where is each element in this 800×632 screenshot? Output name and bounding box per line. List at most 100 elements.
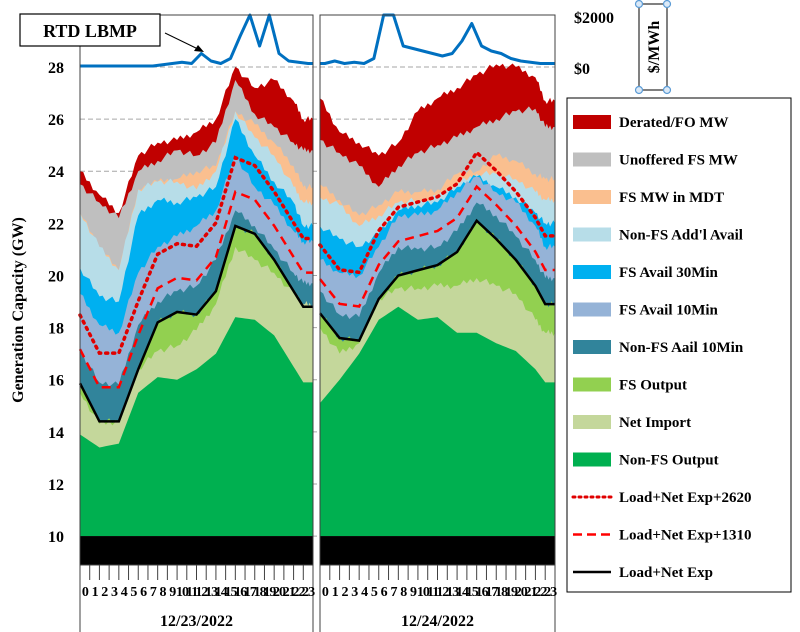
legend-swatch xyxy=(573,190,611,204)
hour-label: 5 xyxy=(130,585,137,600)
hour-label: 18 xyxy=(495,585,508,600)
hour-label: 16 xyxy=(234,585,247,600)
legend-swatch xyxy=(573,152,611,167)
hour-label: 19 xyxy=(505,585,518,600)
y-tick-label: 12 xyxy=(48,477,64,494)
line-load-net-exp xyxy=(78,224,313,423)
legend-label: Load+Net Exp+2620 xyxy=(619,490,752,506)
hour-label: 0 xyxy=(322,585,329,600)
hour-label: 18 xyxy=(254,585,267,600)
hour-label: 9 xyxy=(169,585,176,600)
base-band xyxy=(80,536,313,565)
legend-swatch xyxy=(573,302,611,317)
rtd-lbmp-line xyxy=(80,13,313,68)
legend-label: Unoffered FS MW xyxy=(619,153,738,169)
hour-label: 0 xyxy=(82,585,89,600)
legend-label: FS Output xyxy=(619,378,687,394)
hour-label: 7 xyxy=(390,585,397,600)
hour-label: 22 xyxy=(534,585,547,600)
hour-label: 17 xyxy=(485,585,498,600)
hour-label: 9 xyxy=(410,585,417,600)
area-non-fs-output xyxy=(80,317,313,537)
legend-label: Non-FS Add'l Avail xyxy=(619,228,743,244)
hour-label: 19 xyxy=(263,585,276,600)
hour-label: 6 xyxy=(381,585,388,600)
legend-swatch xyxy=(573,377,611,392)
legend-swatch xyxy=(573,265,611,279)
price-unit-box xyxy=(638,3,668,91)
price-tick-label: $0 xyxy=(574,61,590,78)
line-load-net-exp-1310 xyxy=(78,190,313,389)
hour-label: 15 xyxy=(466,585,479,600)
hour-label: 1 xyxy=(92,585,99,600)
panel-12-24-2022 xyxy=(318,13,557,632)
line-load-net-exp-2620 xyxy=(318,149,557,275)
hour-label: 1 xyxy=(332,585,339,600)
line-load-net-exp-2620 xyxy=(78,155,315,355)
hour-label: 4 xyxy=(361,585,368,600)
legend-swatch xyxy=(573,452,611,467)
y-tick-label: 18 xyxy=(48,321,64,338)
legend-label: FS MW in MDT xyxy=(619,190,724,206)
hour-label: 22 xyxy=(292,585,305,600)
hour-label: 23 xyxy=(544,585,557,600)
hour-label: 12 xyxy=(195,585,208,600)
selection-handle xyxy=(634,85,644,95)
arrow-head-icon xyxy=(194,45,204,52)
hour-label: 21 xyxy=(525,585,538,600)
panel-12-23-2022 xyxy=(78,13,315,632)
y-tick-label: 16 xyxy=(48,373,64,390)
hour-label: 14 xyxy=(456,585,469,600)
selection-handle xyxy=(662,85,672,95)
legend-label: Derated/FO MW xyxy=(619,115,729,131)
hour-label: 11 xyxy=(427,585,439,600)
legend-label: Non-FS Output xyxy=(619,453,719,469)
hour-label: 20 xyxy=(273,585,286,600)
area-non-fs-output xyxy=(320,306,555,537)
y-tick-label: 22 xyxy=(48,216,64,233)
legend-swatch xyxy=(573,227,611,242)
price-tick-label: $2000 xyxy=(574,10,614,27)
selection-handle xyxy=(662,0,672,9)
hour-label: 12 xyxy=(436,585,449,600)
y-tick-label: 26 xyxy=(48,112,64,129)
y-tick-label: 10 xyxy=(48,529,64,546)
legend-label: Load+Net Exp xyxy=(619,565,713,581)
y-tick-label: 28 xyxy=(48,60,64,77)
hour-label: 10 xyxy=(176,585,189,600)
legend-swatch xyxy=(573,115,611,129)
base-band xyxy=(320,536,555,565)
hour-label: 6 xyxy=(140,585,147,600)
legend-label: Load+Net Exp+1310 xyxy=(619,528,752,544)
hour-label: 2 xyxy=(341,585,348,600)
hour-label: 3 xyxy=(351,585,358,600)
hour-label: 8 xyxy=(160,585,167,600)
hour-label: 8 xyxy=(400,585,407,600)
y-tick-label: 20 xyxy=(48,268,64,285)
legend-label: Non-FS Aail 10Min xyxy=(619,340,744,356)
hour-label: 7 xyxy=(150,585,157,600)
legend-swatch xyxy=(573,340,611,354)
hour-label: 3 xyxy=(111,585,118,600)
price-unit-label: $/MWh xyxy=(646,21,663,74)
rtd-lbmp-line xyxy=(320,13,555,65)
rtd-lbmp-callout: RTD LBMP xyxy=(43,21,137,41)
hour-label: 17 xyxy=(244,585,257,600)
hour-label: 2 xyxy=(101,585,108,600)
hour-label: 15 xyxy=(224,585,237,600)
hour-label: 4 xyxy=(121,585,128,600)
y-axis-label: Generation Capacity (GW) xyxy=(10,217,27,403)
hour-label: 20 xyxy=(515,585,528,600)
hour-label: 14 xyxy=(215,585,228,600)
line-load-net-exp-1310 xyxy=(319,184,555,308)
legend-swatch xyxy=(573,415,611,429)
hour-label: 10 xyxy=(417,585,430,600)
hour-label: 23 xyxy=(302,585,315,600)
selection-handle xyxy=(634,0,644,9)
rtd-lbmp-callout-box xyxy=(19,13,161,47)
legend-label: Net Import xyxy=(619,415,691,431)
date-label: 12/23/2022 xyxy=(160,613,233,630)
legend-label: FS Avail 10Min xyxy=(619,303,719,319)
hour-label: 11 xyxy=(186,585,198,600)
